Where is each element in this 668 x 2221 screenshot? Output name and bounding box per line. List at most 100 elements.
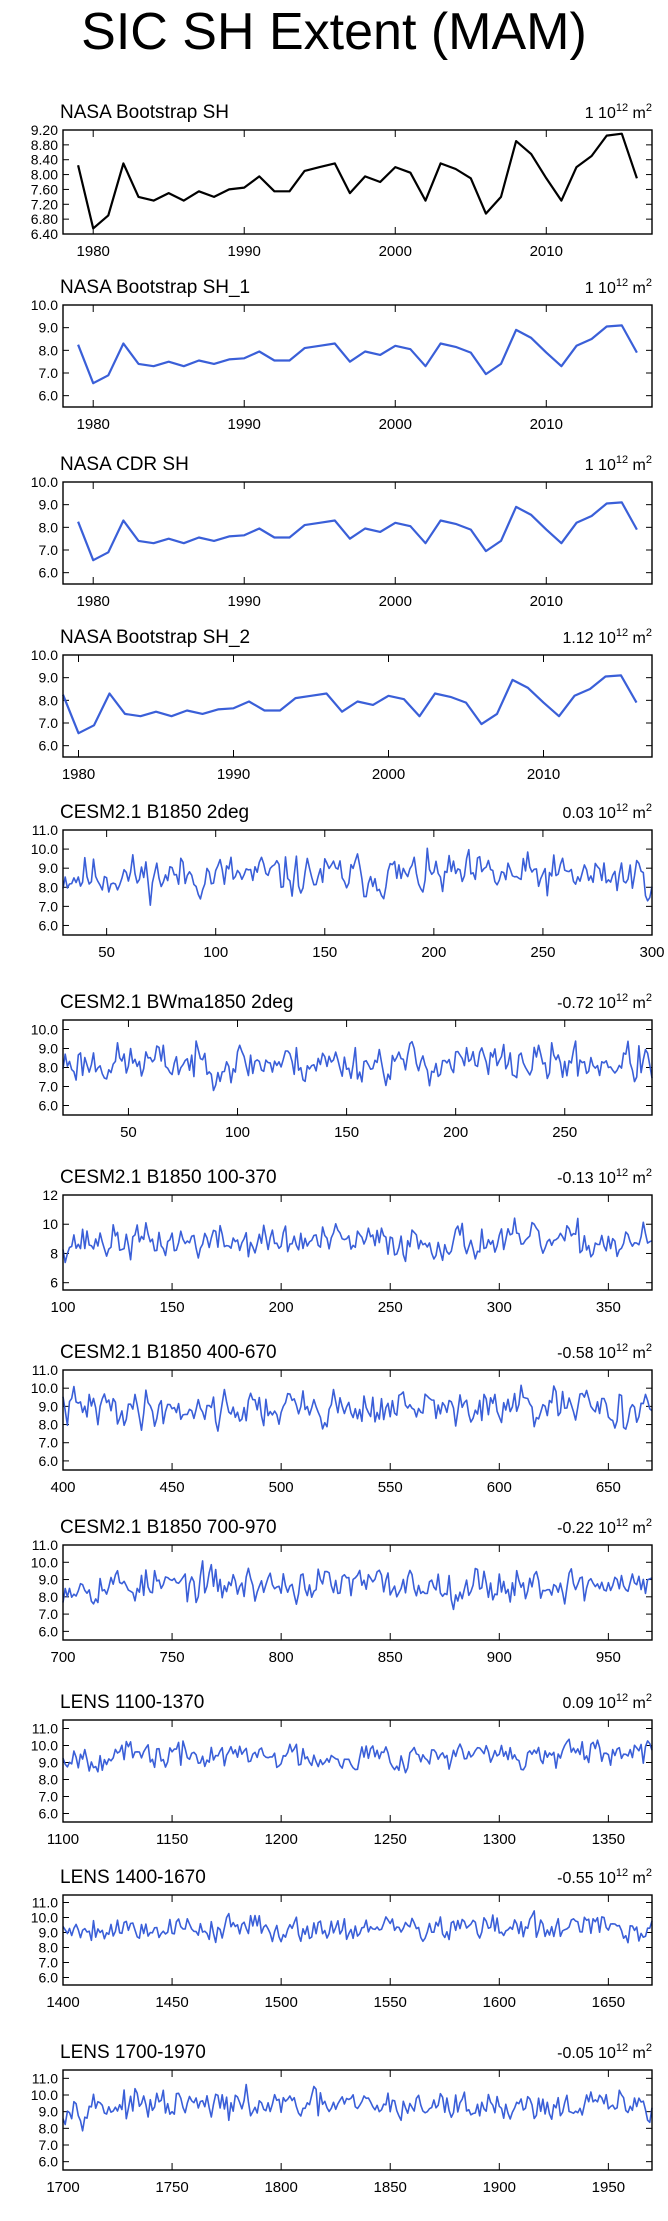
x-tick-label: 1300 bbox=[483, 1831, 516, 1848]
x-tick-label: 1990 bbox=[228, 593, 261, 610]
panel-4: NASA Bootstrap SH_2 1.12 1012 m2 6.0 7.0 8.0… bbox=[31, 627, 653, 783]
y-tick-label: 8.0 bbox=[39, 1589, 59, 1605]
panel-title: CESM2.1 BWma1850 2deg bbox=[60, 992, 293, 1013]
x-tick-label: 1400 bbox=[46, 1994, 79, 2011]
x-tick-label: 1700 bbox=[46, 2179, 79, 2196]
panel-5: CESM2.1 B1850 2deg 0.03 1012 m2 6.0 7.0 8.0 9… bbox=[31, 802, 665, 961]
x-tick-label: 150 bbox=[160, 1299, 185, 1316]
series-line bbox=[62, 1384, 653, 1432]
y-tick-label: 7.0 bbox=[39, 1789, 59, 1805]
x-tick-label: 1200 bbox=[264, 1831, 297, 1848]
y-tick-label: 8.0 bbox=[39, 2120, 59, 2136]
panel-title: NASA Bootstrap SH_1 bbox=[60, 277, 250, 298]
x-tick-label: 2010 bbox=[530, 593, 563, 610]
y-tick-label: 8.40 bbox=[31, 152, 58, 168]
y-tick-label: 11.0 bbox=[32, 822, 58, 838]
panel-8: CESM2.1 B1850 400-670 -0.58 1012 m2 6.0 7.0… bbox=[31, 1342, 653, 1496]
x-tick-label: 1150 bbox=[156, 1831, 188, 1848]
y-tick-label: 8 bbox=[50, 1245, 58, 1261]
y-tick-label: 10.0 bbox=[31, 297, 58, 313]
panel-title: NASA Bootstrap SH_2 bbox=[60, 627, 250, 648]
y-tick-label: 8.0 bbox=[39, 879, 59, 895]
x-tick-label: 1350 bbox=[592, 1831, 625, 1848]
x-tick-label: 650 bbox=[596, 1479, 621, 1496]
plot-frame bbox=[62, 481, 653, 585]
panel-3: NASA CDR SH 1 1012 m2 6.0 7.0 8.0 9.0 10.0 1980… bbox=[31, 454, 653, 610]
x-tick-label: 2000 bbox=[379, 593, 412, 610]
y-tick-label: 10.0 bbox=[31, 474, 58, 490]
x-tick-label: 950 bbox=[596, 1649, 621, 1666]
panel-2: NASA Bootstrap SH_1 1 1012 m2 6.0 7.0 8.0 9.0… bbox=[31, 277, 653, 433]
x-tick-label: 100 bbox=[225, 1124, 250, 1141]
y-tick-label: 10.0 bbox=[31, 1380, 58, 1396]
y-tick-label: 7.0 bbox=[39, 1955, 59, 1971]
series-line bbox=[62, 2083, 653, 2132]
x-tick-label: 1650 bbox=[592, 1994, 625, 2011]
panel-title: LENS 1700-1970 bbox=[60, 2042, 206, 2063]
x-tick-label: 1800 bbox=[264, 2179, 297, 2196]
x-tick-label: 100 bbox=[203, 944, 228, 961]
trend-label: 1 1012 m2 bbox=[585, 277, 652, 297]
panel-10: LENS 1100-1370 0.09 1012 m2 6.07.08.09.010… bbox=[31, 1692, 653, 1848]
x-tick-label: 1980 bbox=[77, 593, 110, 610]
y-tick-label: 6.0 bbox=[39, 1970, 59, 1986]
y-tick-label: 8.0 bbox=[39, 692, 59, 708]
y-tick-label: 10.0 bbox=[31, 1738, 58, 1754]
x-tick-label: 800 bbox=[269, 1649, 294, 1666]
x-tick-label: 2010 bbox=[530, 243, 563, 260]
x-tick-label: 200 bbox=[269, 1299, 294, 1316]
y-tick-label: 6.0 bbox=[39, 565, 59, 581]
series-line bbox=[62, 847, 653, 907]
y-tick-label: 7.0 bbox=[39, 1606, 59, 1622]
panel-title: CESM2.1 B1850 400-670 bbox=[60, 1342, 277, 1363]
y-tick-label: 8.0 bbox=[39, 1060, 59, 1076]
x-tick-label: 200 bbox=[421, 944, 446, 961]
series-line bbox=[62, 1910, 653, 1944]
panel-11: LENS 1400-1670 -0.55 1012 m26.07.08.09.01… bbox=[31, 1867, 653, 2011]
trend-label: 1 1012 m2 bbox=[585, 102, 652, 122]
series-line bbox=[61, 674, 638, 735]
trend-label: 1 1012 m2 bbox=[585, 454, 652, 474]
x-tick-label: 50 bbox=[120, 1124, 137, 1141]
x-tick-label: 400 bbox=[50, 1479, 75, 1496]
series-line bbox=[62, 1560, 653, 1611]
x-tick-label: 550 bbox=[378, 1479, 403, 1496]
y-tick-label: 7.0 bbox=[39, 1079, 59, 1095]
panel-title: LENS 1400-1670 bbox=[60, 1867, 206, 1888]
plot-frame bbox=[62, 1019, 653, 1116]
x-tick-label: 1100 bbox=[47, 1831, 79, 1848]
x-tick-label: 1990 bbox=[228, 416, 261, 433]
y-tick-label: 11.0 bbox=[32, 1721, 58, 1737]
plot-frame bbox=[62, 2069, 653, 2171]
panel-1: NASA Bootstrap SH 1 1012 m2 6.406.807.207.… bbox=[31, 102, 653, 260]
y-tick-label: 9.0 bbox=[39, 320, 59, 336]
x-tick-label: 1990 bbox=[217, 766, 250, 783]
x-tick-label: 1990 bbox=[228, 243, 261, 260]
x-tick-label: 1600 bbox=[483, 1994, 516, 2011]
plot-frame bbox=[62, 1719, 653, 1823]
y-tick-label: 9.0 bbox=[39, 1755, 59, 1771]
panel-title: CESM2.1 B1850 700-970 bbox=[60, 1517, 277, 1538]
y-tick-label: 10 bbox=[42, 1216, 58, 1232]
y-tick-label: 7.0 bbox=[39, 715, 59, 731]
plot-frame bbox=[62, 1544, 653, 1641]
x-tick-label: 900 bbox=[487, 1649, 512, 1666]
y-tick-label: 9.0 bbox=[39, 1925, 59, 1941]
x-tick-label: 2010 bbox=[527, 766, 560, 783]
y-tick-label: 10.0 bbox=[31, 841, 58, 857]
y-tick-label: 7.20 bbox=[31, 196, 58, 212]
y-tick-label: 9.20 bbox=[31, 122, 58, 138]
y-tick-label: 6.0 bbox=[39, 388, 59, 404]
panel-7: CESM2.1 B1850 100-370 -0.13 1012 m2 6 8 10 12… bbox=[42, 1167, 653, 1316]
y-tick-label: 11.0 bbox=[32, 1537, 58, 1553]
y-tick-label: 6.0 bbox=[39, 738, 59, 754]
y-tick-label: 10.0 bbox=[31, 1554, 58, 1570]
x-tick-label: 450 bbox=[160, 1479, 185, 1496]
y-tick-label: 8.0 bbox=[39, 519, 59, 535]
x-tick-label: 2010 bbox=[530, 416, 563, 433]
panel-title: NASA CDR SH bbox=[60, 454, 189, 475]
series-line bbox=[77, 324, 638, 385]
x-tick-label: 2000 bbox=[379, 243, 412, 260]
y-tick-label: 6.0 bbox=[39, 1098, 59, 1114]
